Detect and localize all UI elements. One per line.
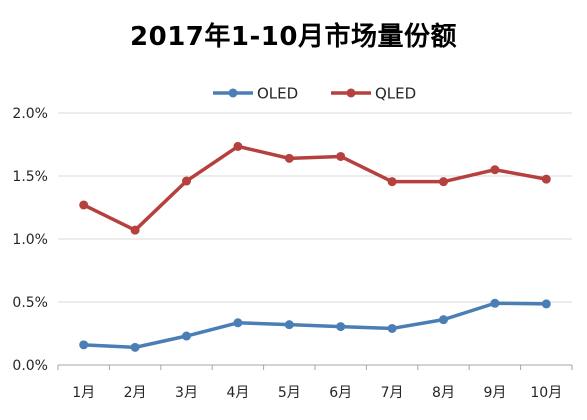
qled-point: [490, 165, 500, 175]
qled-point: [79, 200, 89, 210]
y-tick-label: 0.5%: [12, 295, 48, 311]
axis-layer: 0.0% 0.5% 1.0% 1.5% 2.0% 1月 2月 3月 4月 5月 6月 7月 8月 9月 10…: [12, 106, 573, 401]
oled-point: [130, 342, 140, 352]
x-tick-label: 5月: [278, 385, 301, 401]
legend-item-oled: OLED: [213, 85, 298, 103]
legend: OLED QLED: [213, 85, 416, 103]
qled-point: [284, 153, 294, 163]
y-tick-label: 2.0%: [12, 106, 48, 122]
qled-point: [233, 141, 243, 151]
x-tick-label: 3月: [175, 385, 198, 401]
series-layer: [79, 141, 551, 352]
legend-item-qled: QLED: [331, 85, 416, 103]
x-tick-label: 7月: [381, 385, 404, 401]
qled-line: [81, 144, 549, 232]
oled-point: [439, 315, 448, 325]
oled-point: [79, 340, 89, 350]
qled-point: [130, 225, 140, 235]
qled-point: [336, 151, 346, 161]
y-tick-label: 0.0%: [12, 358, 48, 374]
x-tick-label: 1月: [72, 385, 95, 401]
oled-point: [284, 320, 294, 330]
x-tick-label: 4月: [226, 385, 249, 401]
qled-point: [387, 177, 397, 187]
oled-point: [182, 331, 191, 341]
qled-point: [439, 177, 448, 187]
qled-series: [79, 141, 551, 235]
oled-point: [336, 322, 346, 332]
oled-line: [81, 301, 549, 350]
legend-label: QLED: [375, 85, 416, 103]
legend-swatch-marker: [228, 88, 238, 98]
oled-series: [79, 298, 551, 352]
x-tick-label: 10月: [530, 385, 562, 401]
y-tick-label: 1.0%: [12, 232, 48, 248]
grid-layer: [58, 112, 572, 303]
x-tick-label: 2月: [124, 385, 147, 401]
oled-point: [233, 318, 243, 328]
oled-point: [490, 298, 500, 308]
x-tick-label: 9月: [483, 385, 506, 401]
x-tick-label: 8月: [432, 385, 455, 401]
y-tick-label: 1.5%: [12, 169, 48, 185]
legend-label: OLED: [257, 85, 298, 103]
oled-point: [387, 323, 397, 333]
qled-point: [182, 176, 191, 186]
legend-swatch-marker: [346, 88, 356, 98]
chart-title: 2017年1-10月市场量份额: [130, 22, 457, 52]
x-tick-label: 6月: [329, 385, 352, 401]
qled-point: [541, 174, 551, 184]
oled-point: [541, 299, 551, 309]
